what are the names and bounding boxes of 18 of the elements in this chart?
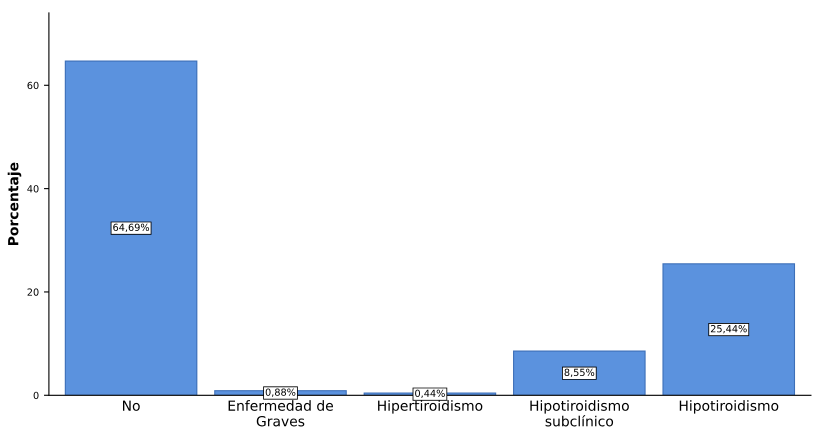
x-tick-label: Hipertiroidismo [378,400,482,414]
x-tick-label: No [123,400,140,411]
y-axis-title: Porcentaje [8,162,22,245]
data-label: 25,44% [710,325,747,334]
x-tick-label: Hipotiroidismo [680,400,778,414]
data-label: 8,55% [564,368,594,378]
y-tick-label: 0 [34,392,39,400]
x-tick-label: Hipotiroidismo subclínico [530,400,629,426]
x-tick-label: Enfermedad de Graves [228,400,333,426]
bar [662,263,796,396]
bar [513,350,646,396]
y-tick-label: 60 [27,82,39,90]
data-label: 0,44% [415,390,445,398]
y-tick-label: 40 [27,185,39,192]
y-tick-label: 20 [28,288,39,296]
data-label: 0,88% [266,388,296,397]
bar [64,60,198,396]
data-label: 64,69% [113,224,150,232]
